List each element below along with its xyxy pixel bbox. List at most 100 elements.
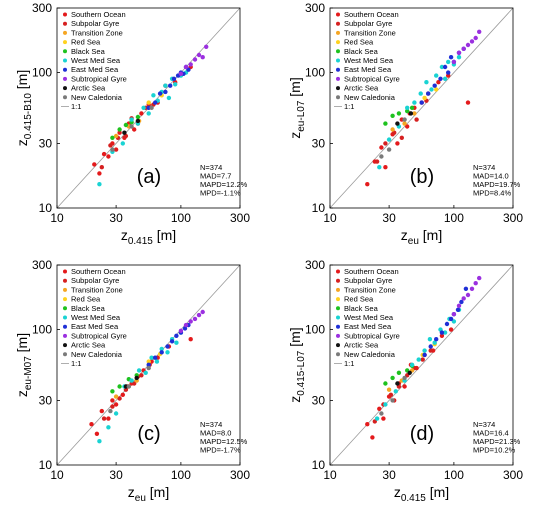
legend-label: Red Sea [344, 38, 374, 47]
x-axis-label: zeu [m] [401, 227, 442, 247]
data-point [123, 122, 129, 128]
data-point [383, 402, 388, 407]
data-point [163, 83, 168, 88]
x-tick-label: 30 [382, 211, 396, 225]
data-point [110, 389, 115, 394]
data-point [379, 411, 384, 416]
legend-marker [336, 49, 340, 54]
data-point [159, 350, 164, 355]
legend-label: Arctic Sea [71, 341, 106, 350]
legend-label: Black Sea [344, 47, 379, 56]
data-point [407, 370, 412, 375]
data-point [383, 165, 388, 170]
data-point [473, 281, 478, 286]
x-tick-label: 30 [382, 468, 396, 482]
data-point [188, 319, 193, 324]
x-axis-label: z0.415 [m] [394, 484, 449, 504]
data-point [143, 370, 148, 375]
data-point [101, 151, 107, 157]
data-point [439, 330, 445, 335]
y-tick-label: 100 [32, 66, 52, 80]
legend-label: Black Sea [71, 304, 106, 313]
legend-marker [63, 49, 67, 54]
data-point [113, 133, 119, 139]
data-point [200, 55, 205, 60]
legend-marker [63, 297, 67, 302]
legend-label: West Med Sea [71, 56, 121, 65]
data-point [390, 398, 395, 403]
data-point [434, 87, 439, 92]
data-point [174, 340, 179, 345]
data-point [473, 35, 478, 41]
data-point [154, 359, 160, 364]
legend-marker [336, 40, 340, 45]
legend-label: 1:1 [71, 102, 81, 111]
data-point [139, 373, 144, 378]
legend-label: Subpolar Gyre [71, 19, 119, 28]
data-point [444, 321, 450, 327]
data-point [465, 292, 471, 298]
data-point [422, 352, 427, 358]
legend-label: Arctic Sea [71, 84, 106, 93]
data-point [134, 375, 139, 381]
y-axis-label: zeu-M07 [m] [14, 333, 34, 397]
x-tick-label: 100 [171, 468, 191, 482]
legend-label: East Med Sea [71, 65, 119, 74]
data-point [456, 50, 462, 55]
data-point [393, 389, 398, 394]
legend-label: East Med Sea [344, 322, 392, 331]
legend-marker [336, 297, 340, 302]
data-point [169, 339, 175, 344]
one-to-one-line [329, 7, 514, 209]
stat-label: MAPD=19.7% [473, 180, 521, 189]
data-point [426, 91, 431, 96]
legend-marker [336, 287, 340, 292]
data-point [390, 113, 395, 119]
data-point [456, 55, 462, 60]
data-point [117, 384, 122, 389]
data-point [439, 333, 445, 338]
x-tick-label: 300 [503, 468, 523, 482]
data-point [192, 57, 198, 62]
data-point [448, 55, 454, 60]
legend-marker [63, 278, 67, 283]
data-point [379, 154, 384, 159]
data-point [461, 296, 466, 301]
data-point [183, 64, 189, 70]
data-point [101, 416, 107, 421]
data-point [113, 147, 119, 152]
x-axis-label: z0.415 [m] [121, 227, 176, 247]
data-point [365, 182, 370, 187]
data-point [141, 105, 146, 111]
data-point [405, 105, 410, 111]
data-point [456, 303, 462, 308]
data-point [113, 394, 119, 399]
data-point [377, 165, 382, 170]
legend-marker [336, 21, 340, 26]
data-point [383, 121, 388, 126]
data-point [477, 275, 482, 281]
data-point [129, 117, 134, 122]
y-tick-label: 10 [39, 201, 53, 215]
legend-label: Subpolar Gyre [71, 276, 119, 285]
stat-label: MAPD=21.3% [473, 437, 521, 446]
data-point [370, 435, 375, 440]
data-point [120, 392, 126, 397]
legend-marker [63, 58, 67, 63]
data-point [374, 159, 380, 164]
plot-area-frame [329, 7, 514, 209]
legend-marker [63, 67, 67, 72]
legend-marker [63, 21, 67, 26]
legend-label: New Caledonia [71, 93, 123, 102]
data-point [409, 105, 415, 111]
data-point [136, 368, 142, 373]
data-point [412, 111, 417, 116]
data-point [178, 328, 184, 333]
data-point [386, 147, 392, 152]
legend-label: Arctic Sea [344, 84, 379, 93]
data-point [129, 124, 134, 129]
data-point [151, 93, 156, 98]
